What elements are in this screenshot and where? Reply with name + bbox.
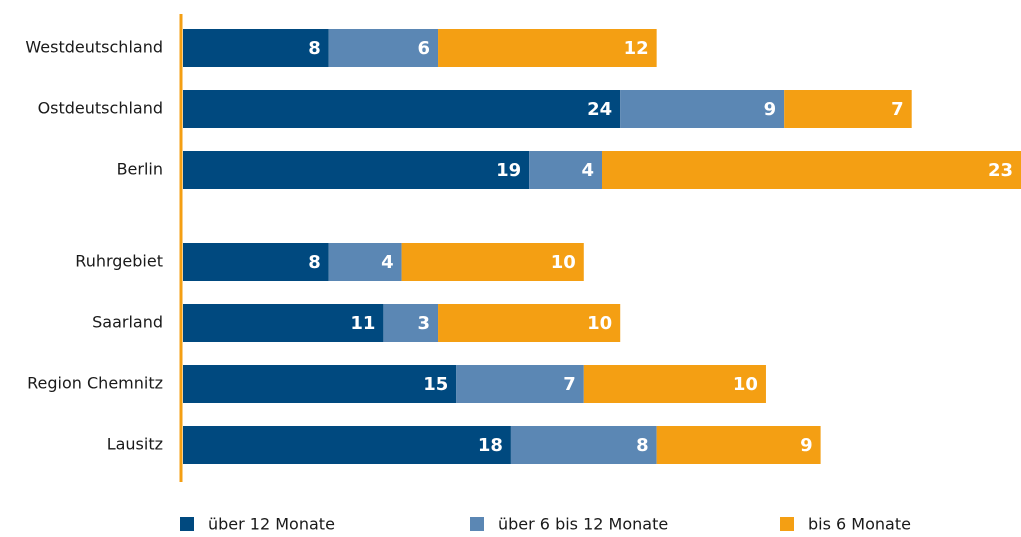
category-label: Westdeutschland (25, 38, 163, 57)
value-label: 7 (891, 99, 904, 120)
legend-label: über 12 Monate (208, 515, 335, 534)
value-label: 10 (587, 313, 612, 334)
bar-segment (510, 426, 657, 464)
value-label: 8 (308, 38, 321, 59)
legend-swatch (780, 517, 794, 531)
value-label: 23 (988, 160, 1013, 181)
category-label: Ostdeutschland (38, 99, 163, 118)
value-label: 18 (478, 435, 503, 456)
value-label: 19 (496, 160, 521, 181)
value-label: 9 (800, 435, 813, 456)
value-label: 9 (764, 99, 777, 120)
category-label: Saarland (92, 313, 163, 332)
legend-swatch (180, 517, 194, 531)
bar-segment (529, 151, 602, 189)
bar-segment (456, 365, 584, 403)
bar-segment (401, 243, 584, 281)
legend-label: bis 6 Monate (808, 515, 911, 534)
category-label: Berlin (117, 160, 163, 179)
value-label: 4 (381, 252, 394, 273)
value-label: 10 (551, 252, 576, 273)
value-label: 11 (350, 313, 375, 334)
bar-segment (183, 90, 621, 128)
bar-segment (183, 151, 530, 189)
bar-segment (656, 426, 821, 464)
legend-swatch (470, 517, 484, 531)
value-label: 24 (587, 99, 612, 120)
value-label: 3 (418, 313, 431, 334)
bar-segment (183, 304, 384, 342)
bar-segment (183, 29, 329, 67)
bar-segment (602, 151, 1021, 189)
bar-segment (328, 243, 402, 281)
value-label: 12 (624, 38, 649, 59)
bar-segment (784, 90, 912, 128)
bar-segment (328, 29, 439, 67)
value-label: 8 (308, 252, 321, 273)
category-label: Region Chemnitz (27, 374, 163, 393)
value-label: 10 (733, 374, 758, 395)
bar-segment (183, 365, 457, 403)
value-label: 6 (418, 38, 431, 59)
value-label: 8 (636, 435, 649, 456)
value-label: 15 (423, 374, 448, 395)
legend-label: über 6 bis 12 Monate (498, 515, 668, 534)
value-label: 7 (563, 374, 576, 395)
bar-segment (438, 304, 621, 342)
category-label: Lausitz (107, 435, 163, 454)
category-label: Ruhrgebiet (75, 252, 163, 271)
bar-segment (583, 365, 766, 403)
bar-segment (438, 29, 657, 67)
bar-segment (183, 426, 511, 464)
bar-segment (620, 90, 785, 128)
value-label: 4 (581, 160, 594, 181)
bar-segment (383, 304, 439, 342)
bar-segment (183, 243, 329, 281)
